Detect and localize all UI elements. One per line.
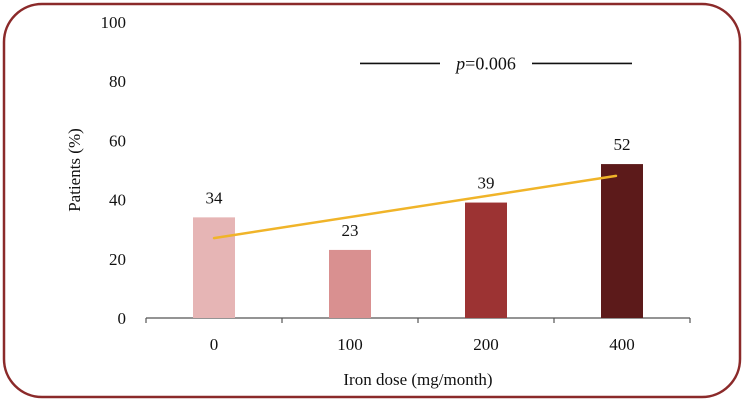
data-label: 23 — [342, 221, 359, 240]
significance-annotation: p=0.006 — [360, 53, 632, 73]
p-value-text: p=0.006 — [454, 53, 516, 73]
y-tick-label: 0 — [118, 309, 127, 328]
data-label: 34 — [206, 188, 224, 207]
y-tick-label: 100 — [101, 13, 127, 32]
bar — [329, 249, 371, 318]
bars — [193, 164, 643, 318]
y-tick-label: 60 — [109, 131, 126, 150]
y-tick-label: 80 — [109, 72, 126, 91]
y-tick-label: 20 — [109, 250, 126, 269]
y-axis-label: Patients (%) — [65, 128, 84, 212]
x-tick-label: 100 — [337, 335, 363, 354]
data-labels: 34 23 39 52 — [206, 135, 631, 240]
bar — [465, 202, 507, 318]
p-value: =0.006 — [465, 53, 516, 73]
bar — [193, 217, 235, 318]
x-tick-label: 400 — [609, 335, 635, 354]
trendline — [212, 174, 618, 240]
x-tick-label: 200 — [473, 335, 499, 354]
data-label: 39 — [478, 174, 495, 193]
x-tick-label: 0 — [210, 335, 219, 354]
x-axis: 0 100 200 400 — [145, 317, 691, 354]
y-tick-label: 40 — [109, 191, 126, 210]
data-label: 52 — [614, 135, 631, 154]
bar — [601, 164, 643, 318]
p-symbol: p — [454, 53, 465, 73]
trendline-group — [212, 174, 618, 240]
y-axis: 0 20 40 60 80 100 — [101, 13, 127, 328]
x-axis-label: Iron dose (mg/month) — [343, 370, 492, 389]
